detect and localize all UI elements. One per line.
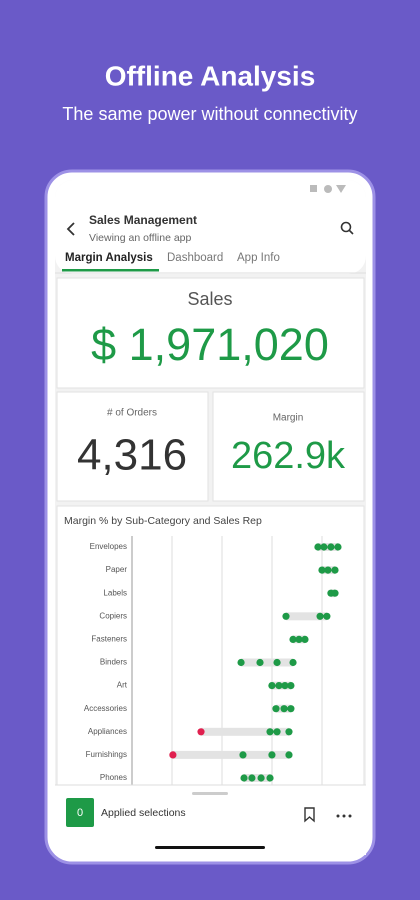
category-label: Art xyxy=(117,681,128,690)
selection-count-badge[interactable] xyxy=(66,798,94,827)
kpi-label: Margin xyxy=(273,413,304,424)
more-dot xyxy=(336,814,340,818)
search-button[interactable] xyxy=(340,221,352,233)
category-label: Accessories xyxy=(84,704,127,713)
dot xyxy=(272,705,280,713)
kpi-value: 262.9k xyxy=(231,435,346,477)
drag-handle[interactable] xyxy=(192,792,228,795)
dot xyxy=(256,658,264,667)
dot xyxy=(273,728,281,736)
app-header xyxy=(55,180,366,274)
kpi-card[interactable] xyxy=(212,391,365,502)
tab[interactable]: App Info xyxy=(237,252,280,264)
tab[interactable]: Margin Analysis xyxy=(65,252,153,264)
chart-card[interactable] xyxy=(56,505,365,797)
selections-label[interactable]: Applied selections xyxy=(101,807,186,819)
dot xyxy=(327,543,335,551)
dot xyxy=(320,543,328,551)
dot xyxy=(281,682,289,690)
dot xyxy=(331,589,339,597)
more-button[interactable] xyxy=(336,814,352,818)
dot xyxy=(266,728,274,736)
kpi-card[interactable] xyxy=(56,391,209,502)
dot xyxy=(318,566,326,574)
category-label: Binders xyxy=(100,658,127,667)
kpi-value: $ 1,971,020 xyxy=(91,319,329,370)
dot xyxy=(285,728,293,736)
dot xyxy=(301,635,309,644)
dot xyxy=(257,774,265,782)
plot: Envelopes Paper Labels Copiers Fasteners Bind… xyxy=(84,536,342,785)
range-bar xyxy=(244,774,271,782)
dot xyxy=(314,543,322,551)
category-label: Paper xyxy=(106,565,128,574)
category-label: Copiers xyxy=(99,611,127,620)
dot xyxy=(240,774,248,782)
dot xyxy=(280,705,288,713)
range-bar xyxy=(285,612,327,621)
dot xyxy=(295,635,303,644)
kpi-card[interactable] xyxy=(56,277,365,389)
category-label: Furnishings xyxy=(86,750,127,759)
dot xyxy=(197,728,205,736)
tab-indicator xyxy=(62,269,159,272)
category-label: Envelopes xyxy=(90,542,127,551)
dot xyxy=(316,612,324,620)
dot xyxy=(289,658,297,667)
more-dot xyxy=(348,814,352,818)
kpi-label: # of Orders xyxy=(107,408,157,419)
dot xyxy=(289,635,297,644)
status-icon xyxy=(336,185,346,193)
category-label: Appliances xyxy=(88,727,127,736)
dot xyxy=(266,774,274,782)
headline: Offline Analysis xyxy=(105,60,316,91)
dot xyxy=(273,658,281,667)
status-icon xyxy=(324,185,332,193)
kpi-label: Sales xyxy=(187,289,232,309)
category-label: Labels xyxy=(103,588,127,597)
home-indicator xyxy=(155,846,265,849)
dot xyxy=(169,751,177,759)
search-button xyxy=(348,229,354,235)
range-bar xyxy=(201,727,289,736)
dot xyxy=(268,682,276,690)
kpi-value: 4,316 xyxy=(77,431,187,480)
dot xyxy=(239,751,247,759)
dot xyxy=(323,612,331,620)
chart-title: Margin % by Sub-Category and Sales Rep xyxy=(64,515,262,527)
more-dot xyxy=(342,814,346,818)
dot xyxy=(334,543,342,551)
bookmark-button[interactable] xyxy=(304,807,315,823)
subheadline: The same power without connectivity xyxy=(62,104,357,124)
category-label: Fasteners xyxy=(91,635,127,644)
back-button[interactable] xyxy=(66,222,75,236)
dot xyxy=(287,705,295,713)
status-icon xyxy=(310,185,317,192)
dot xyxy=(268,751,276,759)
app-title: Sales Management xyxy=(89,213,197,227)
dot xyxy=(237,658,245,667)
dot xyxy=(275,682,283,690)
dot xyxy=(248,774,256,782)
range-bar xyxy=(241,658,294,667)
dot xyxy=(287,682,295,690)
selection-count: 0 xyxy=(77,807,83,819)
app-subtitle: Viewing an offline app xyxy=(89,232,192,244)
dot xyxy=(285,751,293,759)
dot xyxy=(324,566,332,574)
range-bar xyxy=(172,750,289,759)
category-label: Phones xyxy=(100,773,127,782)
dot xyxy=(282,612,290,620)
dot xyxy=(331,566,339,574)
tab[interactable]: Dashboard xyxy=(167,252,223,264)
